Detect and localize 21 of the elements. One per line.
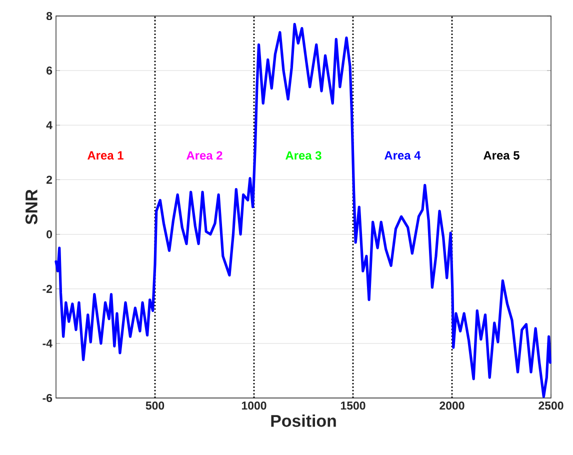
y-tick-label: -6 xyxy=(42,394,52,402)
x-axis-title: Position xyxy=(271,414,336,427)
y-tick-label: 8 xyxy=(46,12,52,20)
x-tick-label: 1000 xyxy=(242,402,266,410)
x-tick-label: 2500 xyxy=(538,402,564,410)
y-axis-title: SNR xyxy=(25,189,38,224)
y-tick-label: 4 xyxy=(46,121,52,130)
x-tick-label: 1500 xyxy=(340,402,366,410)
y-tick-label: -4 xyxy=(42,339,52,348)
line-series xyxy=(54,22,552,398)
x-tick-label: 500 xyxy=(146,402,164,410)
annotation: Area 5 xyxy=(484,151,520,160)
annotation: Area 4 xyxy=(384,151,421,160)
x-tick-label: 2000 xyxy=(440,402,464,410)
y-tick-label: 2 xyxy=(46,176,52,184)
y-tick-label: -2 xyxy=(42,284,52,293)
annotation: Area 1 xyxy=(88,151,124,160)
y-tick-label: 0 xyxy=(46,230,52,238)
annotation: Area 2 xyxy=(186,151,222,160)
y-tick-label: 6 xyxy=(46,66,52,75)
annotation: Area 3 xyxy=(286,151,322,160)
